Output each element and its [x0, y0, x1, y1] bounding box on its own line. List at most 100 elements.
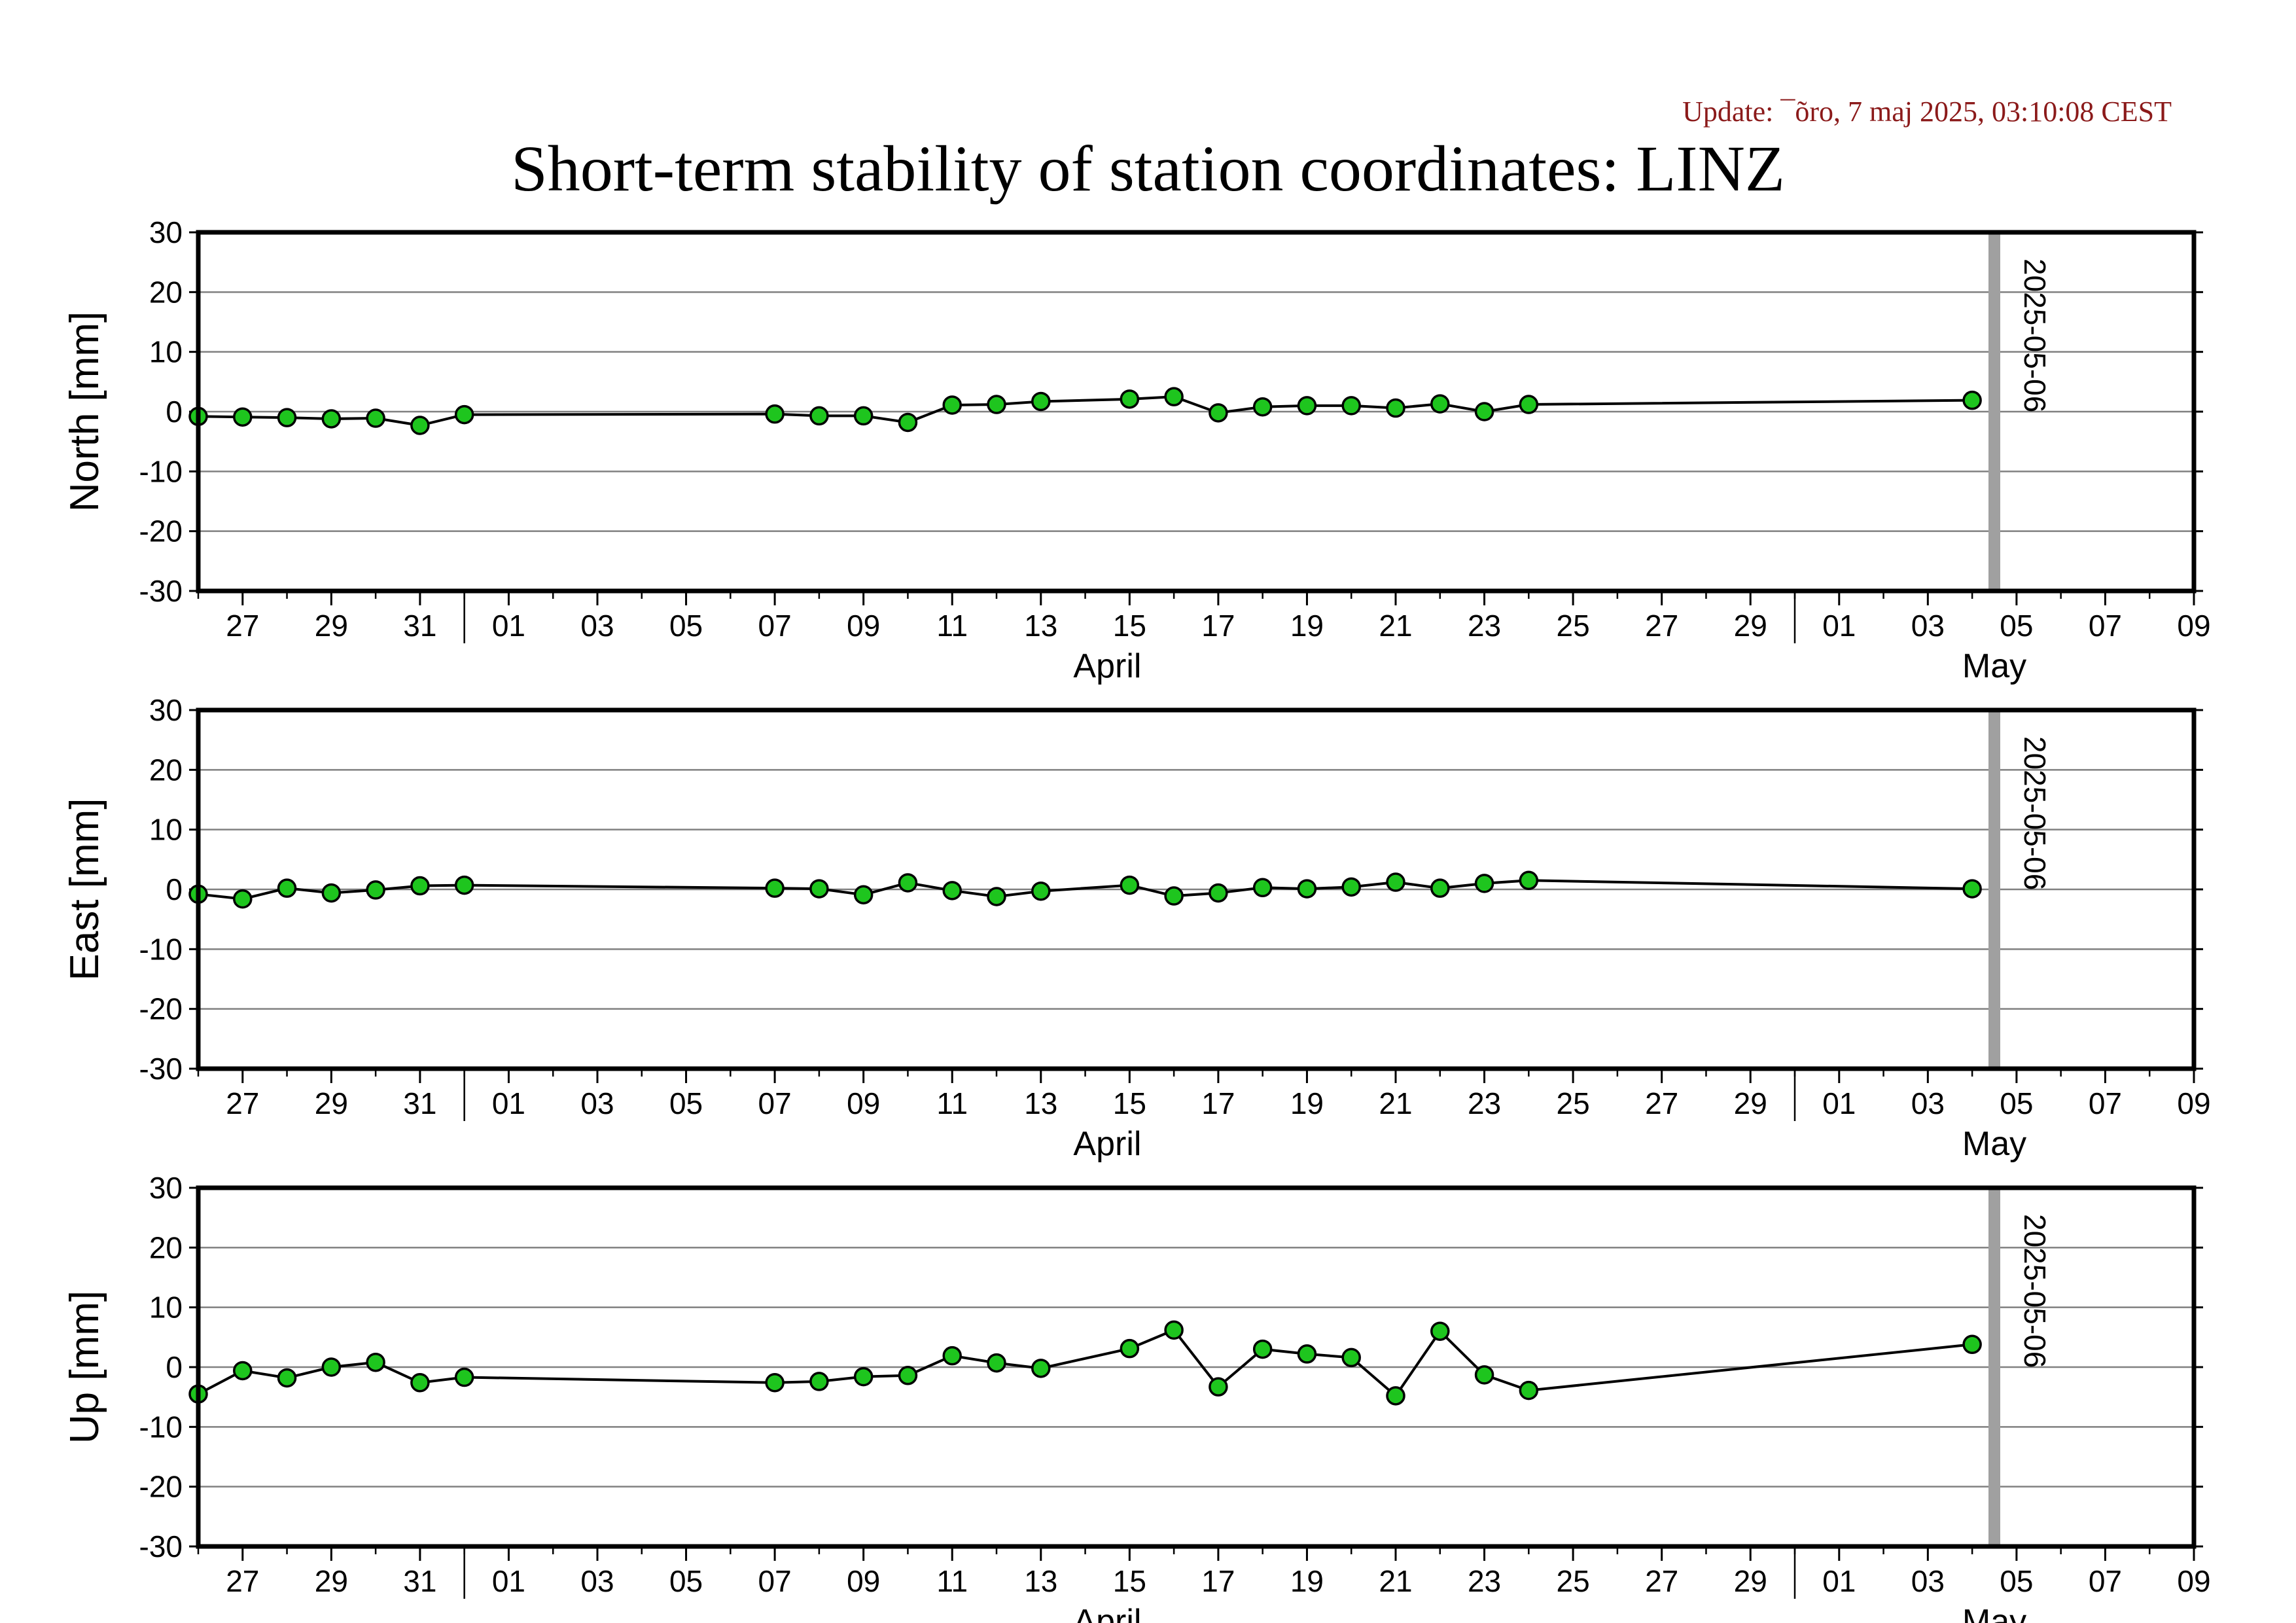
x-month-label: May [1962, 1603, 2026, 1623]
y-axis-label: East [mm] [62, 798, 107, 980]
x-tick-label: 17 [1201, 609, 1235, 643]
data-point [277, 878, 297, 898]
data-point [1386, 872, 1405, 892]
y-axis-label: North [mm] [62, 312, 107, 512]
x-tick-label: 21 [1379, 1564, 1412, 1598]
data-point [853, 1366, 874, 1387]
x-tick-label: 29 [1734, 1086, 1767, 1120]
date-marker-label: 2025-05-06 [2018, 259, 2052, 412]
date-marker-bar [1988, 710, 2000, 1069]
x-tick-label: 25 [1557, 609, 1590, 643]
x-tick-label: 11 [936, 1564, 968, 1598]
data-point [987, 1353, 1006, 1373]
data-point [1297, 879, 1317, 899]
x-tick-label: 19 [1290, 609, 1324, 643]
data-point [1474, 1365, 1494, 1385]
y-tick-label: -30 [139, 1529, 183, 1563]
data-point [1962, 879, 1982, 899]
data-point [233, 407, 253, 427]
data-point [277, 408, 297, 427]
y-tick-label: -20 [139, 514, 183, 548]
data-point [321, 1357, 342, 1377]
data-point [942, 1346, 962, 1366]
x-tick-label: 21 [1379, 1086, 1412, 1120]
y-tick-label: 10 [149, 1291, 183, 1325]
x-tick-label: 29 [315, 609, 348, 643]
data-point [233, 1361, 253, 1381]
data-point [454, 404, 474, 425]
x-tick-label: 29 [315, 1086, 348, 1120]
data-point [1962, 390, 1982, 410]
chart-title: Short-term stability of station coordina… [511, 132, 1785, 205]
x-tick-label: 27 [226, 609, 259, 643]
y-tick-label: -30 [139, 1052, 183, 1086]
data-point [321, 883, 342, 903]
x-tick-label: 03 [580, 609, 614, 643]
x-tick-label: 05 [2000, 1564, 2033, 1598]
data-point [809, 1372, 829, 1391]
plot-frame [196, 707, 2197, 1071]
date-marker-label: 2025-05-06 [2018, 736, 2052, 890]
data-point [1164, 387, 1184, 406]
x-tick-label: 05 [669, 1564, 703, 1598]
x-tick-label: 05 [2000, 609, 2033, 643]
data-point [1120, 875, 1140, 895]
data-point [1386, 1386, 1405, 1406]
x-tick-label: 19 [1290, 1564, 1324, 1598]
data-point [1430, 394, 1450, 414]
x-tick-label: 01 [492, 609, 525, 643]
data-point [1297, 1344, 1317, 1364]
x-tick-label: 03 [1911, 1564, 1945, 1598]
x-tick-label: 11 [936, 609, 968, 643]
y-tick-label: 30 [149, 215, 183, 249]
x-month-label: April [1073, 1603, 1141, 1623]
x-tick-label: 01 [1822, 1086, 1856, 1120]
data-point [1252, 1339, 1273, 1359]
x-tick-label: 21 [1379, 609, 1412, 643]
x-tick-label: 29 [1734, 1564, 1767, 1598]
data-point [898, 412, 918, 433]
data-point [454, 1367, 474, 1387]
data-point [987, 887, 1006, 906]
x-tick-label: 03 [1911, 1086, 1945, 1120]
data-point [1031, 391, 1051, 412]
x-tick-label: 07 [2089, 1086, 2122, 1120]
x-tick-label: 23 [1468, 609, 1501, 643]
x-tick-label: 01 [492, 1564, 525, 1598]
x-tick-label: 23 [1468, 1564, 1501, 1598]
y-tick-label: 20 [149, 753, 183, 787]
data-point [1297, 396, 1317, 416]
data-point [410, 416, 430, 435]
data-point [898, 1366, 918, 1385]
x-month-label: April [1073, 1125, 1141, 1163]
x-tick-label: 03 [1911, 609, 1945, 643]
y-tick-label: -20 [139, 1470, 183, 1504]
data-point [942, 395, 962, 415]
data-point [366, 880, 385, 900]
plot-frame [196, 1185, 2197, 1549]
data-point [410, 1372, 430, 1393]
x-tick-label: 27 [226, 1564, 259, 1598]
date-marker-label: 2025-05-06 [2018, 1214, 2052, 1368]
x-tick-label: 25 [1557, 1086, 1590, 1120]
x-tick-label: 07 [758, 1086, 792, 1120]
y-tick-label: -10 [139, 454, 183, 488]
data-point [1031, 1359, 1051, 1378]
data-point [853, 885, 874, 904]
data-point [1430, 878, 1450, 898]
data-point [1209, 883, 1228, 903]
x-tick-label: 31 [403, 609, 436, 643]
data-point [765, 1372, 785, 1393]
x-tick-label: 19 [1290, 1086, 1324, 1120]
y-tick-label: 10 [149, 335, 183, 369]
x-tick-label: 13 [1024, 1086, 1057, 1120]
y-tick-label: 20 [149, 1230, 183, 1264]
x-tick-label: 15 [1113, 1564, 1146, 1598]
x-month-label: May [1962, 647, 2026, 685]
x-tick-label: 31 [403, 1086, 436, 1120]
x-tick-label: 07 [758, 609, 792, 643]
x-tick-label: 27 [1645, 1564, 1678, 1598]
data-point [1474, 402, 1494, 421]
